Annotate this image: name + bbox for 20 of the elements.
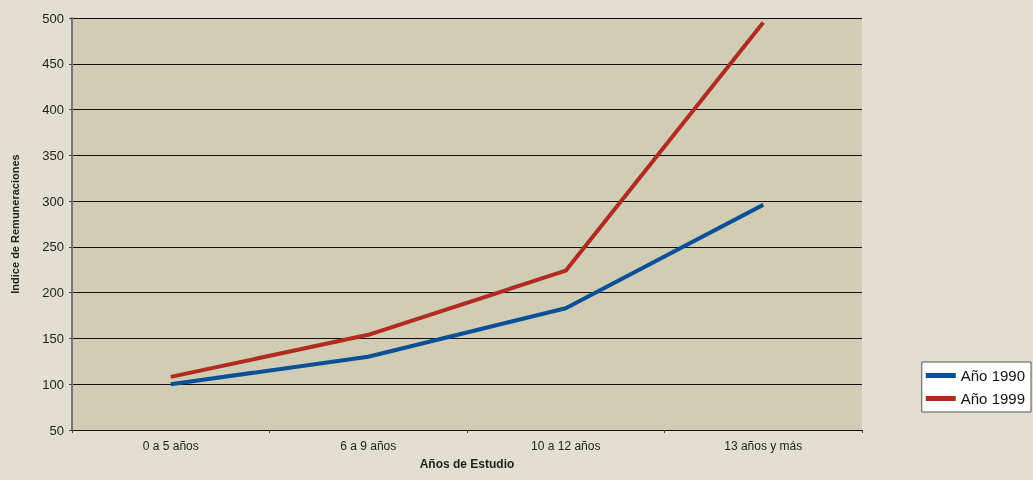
- y-tick-label: 250: [42, 239, 64, 255]
- x-tick-label: 13 años y más: [724, 439, 803, 453]
- y-axis-title: Indice de Remuneraciones: [8, 154, 21, 294]
- x-tick-label: 10 a 12 años: [531, 439, 601, 453]
- y-tick-label: 500: [42, 10, 64, 26]
- y-tick-label: 200: [42, 285, 64, 301]
- y-tick-label: 300: [42, 193, 64, 209]
- x-tick-label: 0 a 5 años: [142, 439, 199, 453]
- legend-label: Año 1999: [960, 390, 1026, 407]
- y-tick-label: 450: [42, 56, 64, 72]
- y-tick-label: 350: [42, 147, 64, 163]
- y-tick-label: 400: [42, 102, 64, 118]
- x-tick-label: 6 a 9 años: [340, 439, 397, 453]
- y-tick-label: 150: [42, 330, 64, 346]
- y-tick-label: 50: [49, 422, 64, 438]
- y-tick-label: 100: [42, 376, 64, 392]
- line-series: [168, 202, 766, 387]
- x-axis-title: Años de Estudio: [419, 457, 515, 471]
- line-series: [168, 20, 766, 379]
- legend-label: Año 1990: [960, 367, 1026, 384]
